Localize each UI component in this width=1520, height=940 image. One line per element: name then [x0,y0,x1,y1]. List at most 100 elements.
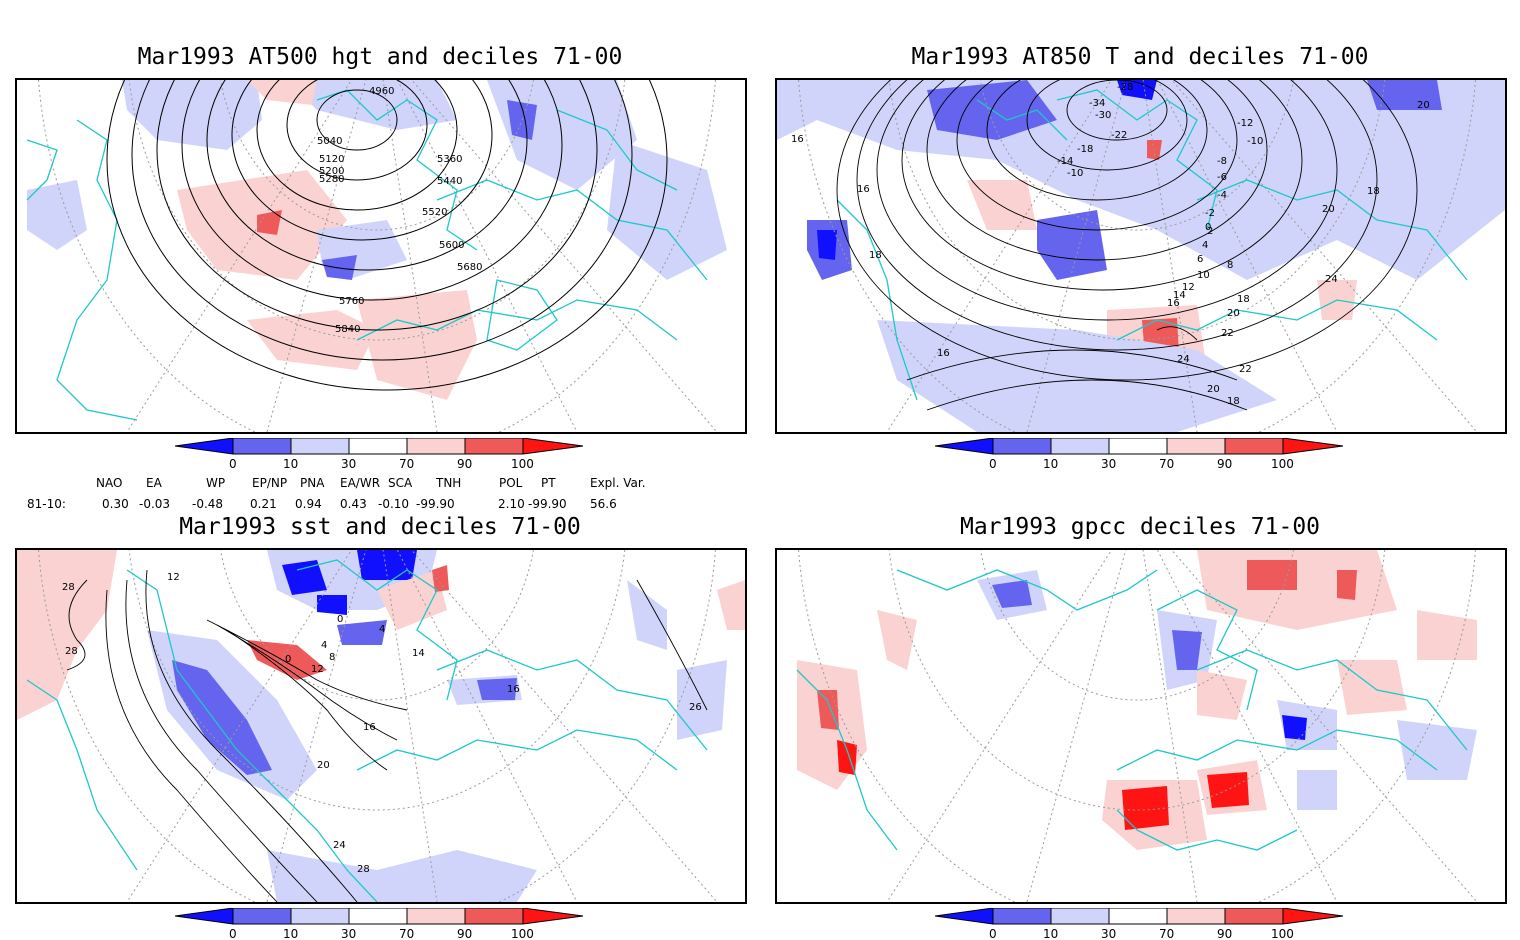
contour-label: 5120 [319,154,344,165]
colorbar-tick-label: 10 [283,457,298,471]
contour-label: 28 [62,582,75,593]
colorbar-tick-label: 100 [1271,457,1294,471]
coastlines [26,89,708,421]
colorbar-tick-label: 0 [989,927,997,940]
index-header: EA [146,476,162,490]
contour-label: 5760 [339,296,364,307]
colorbar-tick-label: 0 [229,927,237,940]
contour-label: 20 [1417,100,1430,111]
index-header: PNA [300,476,325,490]
graticule [38,80,718,432]
index-value: 2.10 [498,497,525,511]
contour-label: -10 [1247,136,1263,147]
index-row-label: 81-10: [27,497,66,511]
colorbar-t850: 0 10 30 70 90 100 [935,438,1355,480]
contour-label: 5280 [319,174,344,185]
contour-label: 5360 [437,154,462,165]
index-header: TNH [436,476,462,490]
index-header: NAO [96,476,123,490]
panel-title-t850: Mar1993 AT850 T and deciles 71-00 [911,44,1369,70]
contour-label: -6 [1217,172,1227,183]
index-value: -99.90 [528,497,567,511]
index-value: 0.94 [295,497,322,511]
contour-label: 16 [507,684,520,695]
map-gpcc [775,548,1507,904]
colorbar-tick-label: 10 [1043,457,1058,471]
contour-label: 5840 [335,324,360,335]
temperature-contours [836,80,1418,411]
colorbar-tick-label: 90 [457,927,472,940]
contour-label: -2 [1205,208,1215,219]
contour-label: 8 [1227,260,1233,271]
index-header: EP/NP [252,476,288,490]
index-header: Expl. Var. [590,476,646,490]
colorbar-tick-label: 0 [229,457,237,471]
contour-label: -18 [1077,144,1093,155]
colorbar-tick-label: 100 [511,457,534,471]
map-hgt500-canvas: 4960 5040 5120 5200 5280 5360 5440 5520 … [26,80,727,432]
teleconnection-indices: NAO EA WP EP/NP PNA EA/WR SCA TNH POL PT… [0,472,760,516]
contour-label: 5680 [457,262,482,273]
map-t850: -28 -34 -30 -22 -18 -14 -10 -12 -10 -8 -… [775,78,1507,434]
graticule [798,80,1478,432]
contour-label: 12 [1182,282,1195,293]
contour-label: -12 [1237,118,1253,129]
panel-title-sst: Mar1993 sst and deciles 71-00 [179,514,581,540]
contour-label: 6 [1197,254,1203,265]
colorbar-tick-label: 90 [457,457,472,471]
contour-label: 28 [357,864,370,875]
contour-label: 20 [1207,384,1220,395]
contour-label: 5200 [319,166,344,177]
contour-label: 18 [869,250,882,261]
contour-label: 24 [333,840,346,851]
height-contour-labels: 4960 5040 5120 5200 5280 5360 5440 5520 … [317,86,482,335]
contour-label: 24 [1325,274,1338,285]
colorbar-tick-label: 70 [399,457,414,471]
map-gpcc-canvas [796,550,1478,902]
colorbar-sst-svg: 0 10 30 70 90 100 [175,908,584,940]
contour-label: -14 [1057,156,1073,167]
colorbar-tick-label: 90 [1217,927,1232,940]
index-value: 0.30 [102,497,129,511]
graticule [38,550,718,902]
graticule [798,550,1478,902]
decile-shading [17,550,745,902]
colorbar-tick-label: 90 [1217,457,1232,471]
panel-title-gpcc: Mar1993 gpcc deciles 71-00 [959,514,1321,540]
index-value: 0.43 [340,497,367,511]
colorbar-t850-svg: 0 10 30 70 90 100 [935,438,1344,471]
sst-contours [66,569,708,902]
colorbar-tick-label: 10 [283,927,298,940]
colorbar-tick-label: 30 [1101,927,1116,940]
contour-label: 20 [1322,204,1335,215]
contour-label: 16 [363,722,376,733]
contour-label: 2 [1207,226,1213,237]
colorbar-tick-label: 10 [1043,927,1058,940]
contour-label: 4 [321,640,327,651]
colorbar-sst: 0 10 30 70 90 100 [175,908,595,940]
panel-title-hgt500: Mar1993 AT500 hgt and deciles 71-00 [137,44,623,70]
index-header: EA/WR [340,476,381,490]
colorbar-tick-label: 30 [341,457,356,471]
index-value: -0.10 [378,497,410,511]
contour-label: 5440 [437,176,462,187]
contour-label: 22 [1221,328,1234,339]
height-contours [106,80,668,391]
index-value: -99.90 [416,497,455,511]
contour-label: 8 [329,652,335,663]
contour-label: 5600 [439,240,464,251]
contour-label: 18 [1237,294,1250,305]
temperature-contour-labels: -28 -34 -30 -22 -18 -14 -10 -12 -10 -8 -… [791,82,1430,407]
contour-label: 18 [1227,396,1240,407]
contour-label: 16 [1167,298,1180,309]
index-value: -0.48 [192,497,224,511]
colorbar-hgt500-svg: 0 10 30 70 90 100 [175,438,584,471]
map-hgt500: 4960 5040 5120 5200 5280 5360 5440 5520 … [15,78,747,434]
contour-label: 0 [337,614,343,625]
map-t850-canvas: -28 -34 -30 -22 -18 -14 -10 -12 -10 -8 -… [777,80,1505,432]
colorbar-tick-label: 70 [399,927,414,940]
decile-shading [27,80,727,400]
colorbar-gpcc: 0 10 30 70 90 100 [935,908,1355,940]
index-header: SCA [388,476,413,490]
contour-label: 4960 [369,86,394,97]
